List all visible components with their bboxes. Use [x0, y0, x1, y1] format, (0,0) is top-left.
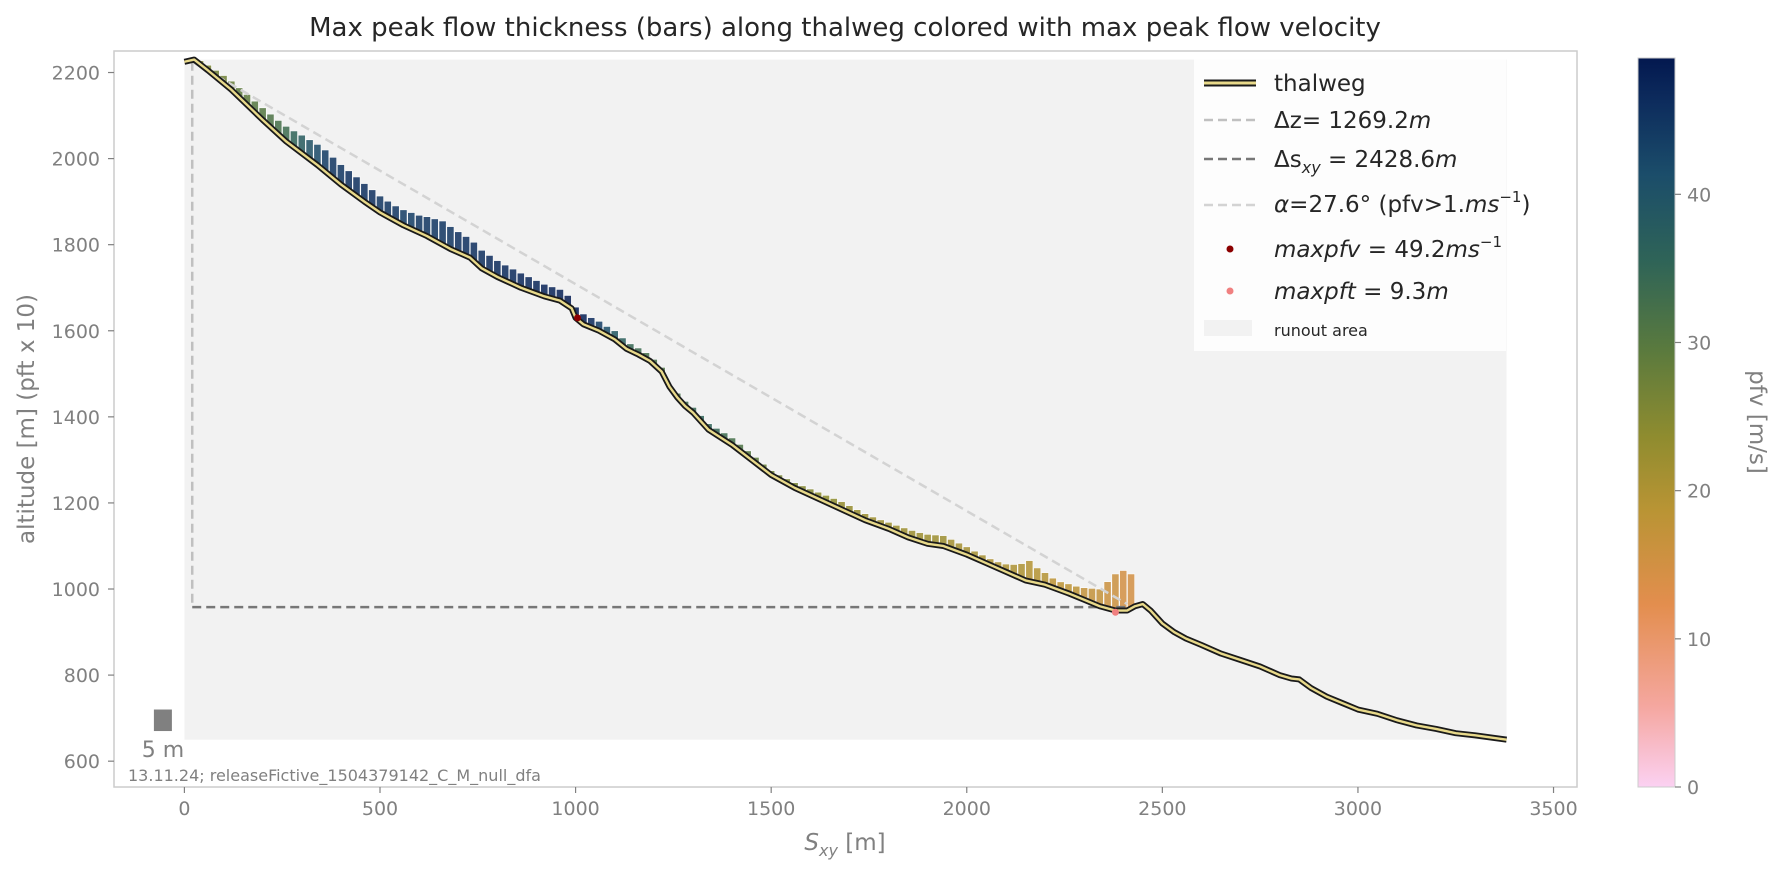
- y-tick-label: 1400: [52, 407, 100, 429]
- colorbar-ticks: 0 10 20 30 40: [1675, 184, 1711, 799]
- thickness-bar: [1103, 581, 1112, 609]
- axes: 0 500 1000 1500 2000 2500 3000 3500 600 800 1000 12…: [52, 63, 1578, 820]
- legend-maxpft-label: maxpft = 9.3m: [1274, 279, 1449, 305]
- legend: thalweg Δz= 1269.2m Δsxy = 2428.6m α=27.…: [1194, 58, 1530, 351]
- x-tick-label: 2500: [1138, 798, 1186, 820]
- legend-alpha-label: α=27.6° (pfv>1.ms−1): [1274, 188, 1530, 218]
- legend-maxpfv-label: maxpfv = 49.2ms−1: [1274, 233, 1502, 263]
- colorbar-tick-label: 10: [1687, 629, 1711, 651]
- legend-delta-z-label: Δz= 1269.2m: [1274, 108, 1431, 134]
- y-tick-label: 1800: [52, 235, 100, 257]
- y-axis-label: altitude [m] (pft x 10): [14, 294, 40, 544]
- legend-runout-swatch: [1204, 320, 1252, 336]
- colorbar-tick-label: 20: [1687, 481, 1711, 503]
- x-tick-label: 3000: [1334, 798, 1382, 820]
- colorbar-tick-label: 40: [1687, 184, 1711, 206]
- scale-bar: 5 m: [142, 709, 184, 763]
- colorbar-label: pfv [m/s]: [1744, 370, 1770, 474]
- thickness-bar: [1127, 573, 1135, 609]
- colorbar-tick-label: 0: [1687, 777, 1699, 799]
- x-tick-label: 1500: [747, 798, 795, 820]
- legend-runout-label: runout area: [1274, 321, 1368, 340]
- x-tick-label: 500: [362, 798, 398, 820]
- y-tick-label: 2000: [52, 149, 100, 171]
- x-axis-label: Sxy [m]: [804, 830, 885, 860]
- thalweg-line: [184, 58, 1507, 741]
- colorbar: 0 10 20 30 40 pfv [m/s]: [1637, 57, 1770, 799]
- max-pfv-point: [574, 314, 582, 322]
- y-tick-label: 1000: [52, 579, 100, 601]
- footnote: 13.11.24; releaseFictive_1504379142_C_M_…: [128, 766, 541, 786]
- x-tick-label: 2000: [943, 798, 991, 820]
- scale-bar-rect: [153, 709, 172, 732]
- legend-maxpfv-marker: [1226, 245, 1234, 253]
- legend-thalweg-label: thalweg: [1274, 71, 1366, 97]
- legend-delta-s-label: Δsxy = 2428.6m: [1274, 147, 1457, 177]
- scale-bar-label: 5 m: [142, 738, 184, 763]
- thickness-bar: [1111, 573, 1120, 611]
- colorbar-tick-label: 30: [1687, 332, 1711, 354]
- legend-maxpft-marker: [1226, 287, 1234, 295]
- max-pft-point: [1111, 608, 1119, 616]
- y-tick-label: 1600: [52, 321, 100, 343]
- y-tick-label: 1200: [52, 493, 100, 515]
- y-tick-label: 2200: [52, 63, 100, 85]
- y-tick-label: 600: [64, 751, 100, 773]
- chart-title: Max peak flow thickness (bars) along tha…: [309, 13, 1381, 43]
- y-tick-label: 800: [64, 665, 100, 687]
- x-tick-label: 0: [178, 798, 190, 820]
- x-tick-label: 1000: [551, 798, 599, 820]
- alpha-line: [191, 60, 1128, 606]
- x-tick-label: 3500: [1529, 798, 1577, 820]
- colorbar-gradient: [1637, 57, 1676, 788]
